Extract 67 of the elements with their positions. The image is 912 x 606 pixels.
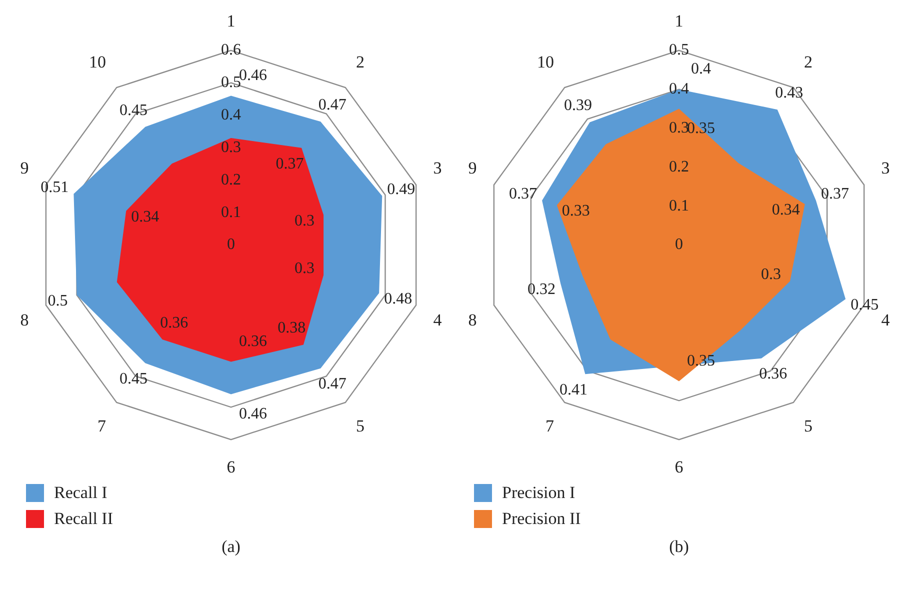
spoke-label: 7	[546, 416, 555, 436]
y-tick-label: 0.1	[669, 197, 689, 214]
spoke-label: 5	[356, 416, 364, 436]
data-label: 0.34	[772, 201, 800, 218]
data-label: 0.45	[850, 296, 879, 314]
spoke-label: 6	[226, 457, 236, 476]
spoke-label: 8	[468, 310, 477, 330]
legend-label: Precision I	[502, 483, 576, 503]
y-tick-label: 0.2	[669, 158, 689, 176]
data-label: 0.46	[239, 67, 267, 84]
y-tick-label: 0.1	[221, 204, 241, 221]
spoke-label: 9	[20, 158, 29, 178]
data-label: 0.39	[564, 97, 592, 114]
spoke-label: 3	[881, 158, 890, 178]
legend-label: Precision II	[502, 509, 581, 529]
data-label: 0.4	[691, 60, 711, 78]
y-tick-label: 0.2	[221, 171, 241, 188]
spoke-label: 2	[356, 52, 364, 72]
y-tick-label: 0.3	[669, 119, 689, 136]
spoke-label: 7	[98, 416, 107, 436]
legend-label: Recall I	[54, 483, 108, 503]
text: (a)	[220, 537, 242, 557]
data-label: 0.46	[239, 405, 267, 422]
spoke-label: 10	[89, 52, 106, 72]
data-label: 0.49	[387, 180, 416, 198]
data-label: 0.36	[239, 332, 267, 350]
spoke-label: 3	[433, 158, 442, 178]
y-tick-label: 0.3	[221, 138, 241, 156]
data-label: 0.5	[48, 292, 68, 310]
spoke-label: 4	[881, 310, 890, 330]
data-label: 0.32	[528, 280, 556, 298]
data-label: 0.37	[820, 186, 849, 203]
y-tick-label: 0	[227, 236, 235, 254]
data-label: 0.47	[318, 96, 346, 114]
data-label: 0.34	[131, 208, 160, 226]
text: (b)	[668, 537, 690, 557]
data-label: 0.43	[775, 84, 804, 102]
spoke-label: 4	[433, 310, 442, 330]
data-label: 0.33	[562, 202, 590, 220]
data-label: 0.47	[318, 376, 346, 393]
data-label: 0.36	[759, 366, 788, 383]
spoke-label: 2	[804, 52, 812, 72]
data-label: 0.45	[119, 102, 148, 119]
data-label: 0.3	[294, 260, 315, 278]
spoke-label: 6	[674, 457, 684, 476]
data-label: 0.3	[761, 266, 782, 284]
spoke-label: 8	[20, 310, 29, 330]
data-label: 0.36	[160, 314, 188, 332]
y-tick-label: 0.5	[221, 74, 241, 92]
y-tick-label: 0.5	[669, 42, 689, 59]
data-label: 0.41	[559, 381, 588, 398]
spoke-label: 1	[674, 12, 684, 31]
spoke-label: 9	[468, 158, 477, 178]
y-tick-label: 0.4	[221, 106, 241, 124]
data-label: 0.37	[509, 186, 538, 203]
y-tick-label: 0.6	[221, 42, 241, 59]
data-label: 0.45	[119, 370, 148, 388]
spoke-label: 1	[226, 12, 236, 31]
data-label: 0.37	[276, 155, 304, 172]
spoke-label: 5	[804, 416, 812, 436]
spoke-label: 10	[537, 52, 554, 72]
y-tick-label: 0	[675, 236, 683, 254]
data-label: 0.38	[278, 320, 306, 337]
data-label: 0.48	[384, 290, 412, 308]
data-label: 0.3	[294, 212, 315, 230]
data-label: 0.51	[40, 178, 69, 196]
legend-label: Recall II	[54, 509, 113, 529]
